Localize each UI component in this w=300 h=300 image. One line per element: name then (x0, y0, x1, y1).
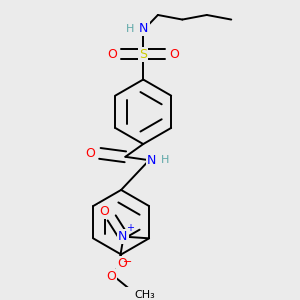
Text: N: N (139, 22, 148, 35)
Text: −: − (123, 257, 132, 267)
Text: H: H (126, 24, 134, 34)
Text: O: O (106, 270, 116, 283)
Text: O: O (108, 47, 118, 61)
Text: O: O (169, 47, 179, 61)
Text: S: S (139, 47, 147, 61)
Text: CH₃: CH₃ (135, 290, 155, 300)
Text: O: O (117, 257, 127, 270)
Text: O: O (85, 147, 95, 160)
Text: N: N (118, 230, 128, 243)
Text: H: H (160, 154, 169, 164)
Text: +: + (126, 223, 134, 233)
Text: N: N (147, 154, 157, 167)
Text: O: O (99, 205, 109, 218)
